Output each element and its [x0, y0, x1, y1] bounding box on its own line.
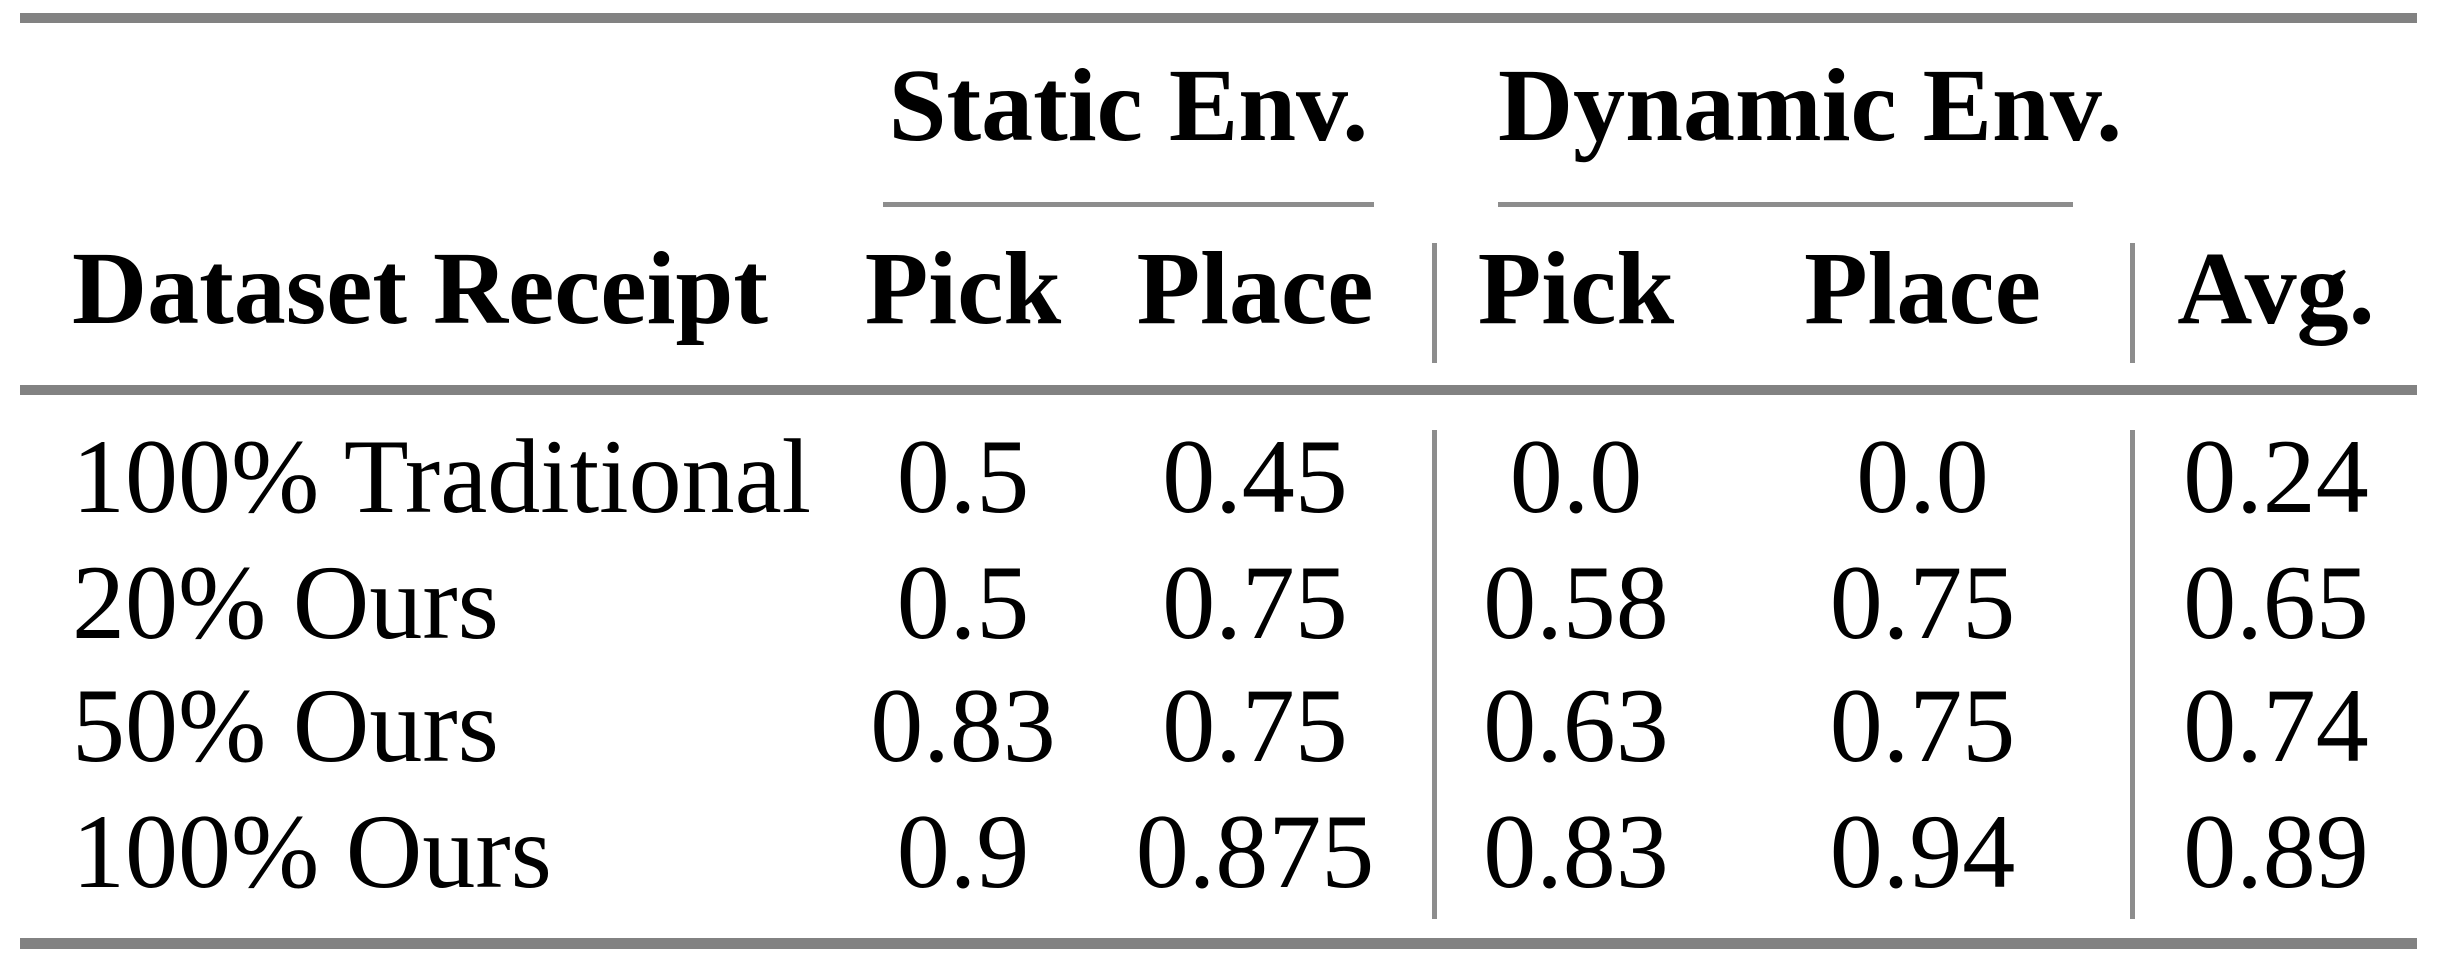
table-cell: 0.83 [1483, 793, 1669, 910]
vertical-divider-dynamic-avg-body [2130, 430, 2135, 919]
vertical-divider-static-dynamic-header [1432, 243, 1437, 363]
group-header-dynamic-env: Dynamic Env. [1498, 48, 2123, 163]
table-cell: 0.75 [1829, 667, 2016, 784]
table-cell: 0.75 [1162, 667, 1348, 784]
table-top-rule [20, 13, 2417, 23]
table-bottom-rule [20, 938, 2417, 949]
column-header-dynamic-pick: Pick [1477, 231, 1675, 346]
column-header-static-pick: Pick [864, 231, 1062, 346]
table-cell: 0.75 [1162, 544, 1348, 661]
table-cell: 0.94 [1829, 793, 2016, 910]
table-cell: 0.0 [1856, 418, 1989, 535]
row-label: 100% Traditional [72, 418, 812, 535]
vertical-divider-static-dynamic-body [1432, 430, 1437, 919]
table-cell: 0.875 [1135, 793, 1375, 910]
table-cell: 0.83 [870, 667, 1056, 784]
table-cell: 0.89 [2183, 793, 2369, 910]
vertical-divider-dynamic-avg-header [2130, 243, 2135, 363]
column-header-dataset-receipt: Dataset Receipt [72, 231, 768, 346]
table-cell: 0.74 [2183, 667, 2369, 784]
row-label: 20% Ours [72, 544, 499, 661]
table-cell: 0.9 [896, 793, 1030, 910]
table-cell: 0.24 [2183, 418, 2369, 535]
table-cell: 0.0 [1509, 418, 1643, 535]
column-header-avg: Avg. [2177, 231, 2375, 346]
column-header-static-place: Place [1136, 231, 1374, 346]
table-cell: 0.58 [1483, 544, 1669, 661]
dynamic-env-underline [1498, 202, 2073, 207]
header-separator-rule [20, 385, 2417, 395]
group-header-static-env: Static Env. [888, 48, 1369, 163]
table-cell: 0.63 [1483, 667, 1669, 784]
table-cell: 0.5 [896, 544, 1030, 661]
row-label: 100% Ours [72, 793, 552, 910]
column-header-dynamic-place: Place [1804, 231, 2041, 346]
row-label: 50% Ours [72, 667, 499, 784]
table-cell: 0.65 [2183, 544, 2369, 661]
table-cell: 0.75 [1829, 544, 2016, 661]
table-cell: 0.45 [1162, 418, 1348, 535]
table-cell: 0.5 [896, 418, 1030, 535]
static-env-underline [883, 202, 1374, 207]
